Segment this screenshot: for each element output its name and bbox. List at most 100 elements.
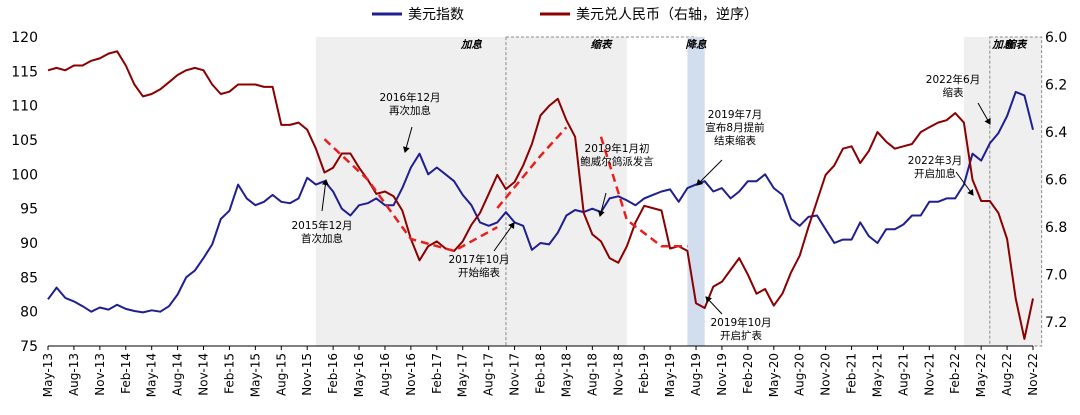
left-tick-label: 105 [11, 133, 38, 149]
annotation-a2016-line: 再次加息 [389, 104, 431, 117]
x-tick-label: Nov-22 [1026, 353, 1040, 396]
annotation-a2017-line: 开始缩表 [458, 266, 500, 279]
annotation-arrow-a2019oct [705, 296, 723, 315]
legend: 美元指数 美元兑人民币（右轴，逆序） [372, 7, 758, 23]
annotation-a2019jul-line: 2019年7月 [708, 108, 762, 121]
x-tick-label: Aug-21 [896, 353, 910, 396]
right-tick-label: 7.0 [1045, 268, 1067, 284]
x-tick-label: May-17 [456, 353, 470, 397]
x-tick-label: Aug-20 [793, 353, 807, 396]
x-tick-label: May-16 [352, 353, 366, 397]
x-tick-label: Nov-14 [197, 353, 211, 396]
trend-line-0 [323, 138, 498, 253]
x-tick-label: Aug-17 [482, 353, 496, 396]
x-tick-label: Feb-19 [637, 353, 651, 394]
x-tick-label: May-15 [248, 353, 262, 397]
x-tick-label: Aug-16 [378, 353, 392, 396]
annotation-a2019jan-line: 鲍威尔鸽派发言 [580, 155, 654, 168]
x-tick-label: Feb-21 [845, 353, 859, 394]
annotation-a2022mar-line: 开启加息 [914, 167, 956, 180]
annotation-a2015-line: 首次加息 [301, 232, 343, 245]
region-label-0: 加息 [460, 38, 482, 51]
x-tick-label: Feb-18 [534, 353, 548, 394]
left-tick-label: 100 [11, 167, 38, 183]
x-tick-label: May-21 [870, 353, 884, 397]
x-tick-label: Feb-14 [119, 353, 133, 394]
axes: 75 80 85 90 95 100 105 110 115 120 6.0 6.2 6.4 6.6 6.8… [11, 30, 1067, 397]
left-tick-label: 115 [11, 64, 38, 80]
x-tick-label: May-19 [663, 353, 677, 397]
trend-lines [323, 126, 688, 253]
x-tick-label: Nov-19 [715, 353, 729, 396]
annotation-a2017-line: 2017年10月 [448, 253, 509, 266]
x-tick-label: Aug-15 [274, 353, 288, 396]
region-label-2: 降息 [686, 38, 707, 51]
annotation-arrow-a2022mar [955, 171, 974, 196]
trend-line-2 [599, 136, 688, 248]
annotation-a2022jun-line: 2022年6月 [926, 73, 980, 86]
x-tick-label: Nov-15 [300, 353, 314, 396]
annotation-a2022jun-line: 缩表 [943, 86, 964, 99]
x-tick-label: Aug-22 [1000, 353, 1014, 396]
region-1 [505, 36, 697, 347]
region-label-3: 加息 [991, 38, 1013, 51]
left-tick-label: 80 [20, 305, 38, 321]
series-lines [47, 50, 1034, 340]
left-tick-label: 85 [20, 270, 38, 286]
x-tick-label: Feb-15 [222, 353, 236, 394]
right-tick-label: 6.8 [1045, 220, 1067, 236]
annotation-a2019jul-line: 结束缩表 [714, 134, 756, 147]
series-line-0 [47, 90, 1034, 314]
x-tick-label: Nov-17 [508, 353, 522, 396]
right-tick-label: 6.0 [1045, 30, 1067, 46]
right-tick-label: 6.6 [1045, 173, 1067, 189]
annotation-a2019jul-line: 宣布8月提前 [705, 121, 764, 134]
right-tick-label: 6.2 [1045, 78, 1067, 94]
x-tick-label: Feb-20 [741, 353, 755, 394]
x-tick-label: May-18 [559, 353, 573, 397]
legend-label-1: 美元兑人民币（右轴，逆序） [576, 7, 758, 23]
left-tick-label: 75 [20, 339, 38, 355]
x-tick-label: Aug-18 [585, 353, 599, 396]
annotation-arrow-a2019jan [597, 192, 607, 217]
region-label-4: 缩表 [1005, 38, 1028, 51]
x-tick-label: Feb-17 [430, 353, 444, 394]
trend-line-1 [496, 126, 568, 209]
x-tick-label: Nov-21 [922, 353, 936, 396]
x-tick-label: Nov-13 [93, 353, 107, 396]
annotation-arrow-a2016 [402, 126, 413, 153]
legend-label-0: 美元指数 [408, 7, 464, 23]
annotation-arrow-a2022jun [977, 102, 991, 125]
x-tick-label: Nov-20 [819, 353, 833, 396]
annotation-a2019oct-line: 2019年10月 [710, 316, 771, 329]
x-tick-label: Nov-16 [404, 353, 418, 396]
x-tick-label: Feb-16 [326, 353, 340, 394]
series-line-1 [47, 50, 1034, 340]
left-tick-label: 120 [11, 30, 38, 46]
left-tick-label: 90 [20, 236, 38, 252]
x-tick-label: Aug-13 [67, 353, 81, 396]
region-2 [687, 37, 705, 346]
region-label-1: 缩表 [590, 38, 612, 51]
left-tick-label: 110 [11, 99, 38, 115]
x-tick-label: Aug-19 [689, 353, 703, 396]
right-tick-label: 7.2 [1045, 315, 1067, 331]
x-tick-label: May-20 [767, 353, 781, 397]
region-0 [315, 37, 627, 346]
x-tick-label: Aug-14 [171, 353, 185, 396]
annotation-arrow-a2017 [493, 222, 515, 252]
x-tick-label: May-14 [145, 353, 159, 397]
x-tick-label: May-22 [974, 353, 988, 397]
annotation-a2016-line: 2016年12月 [379, 91, 440, 104]
x-tick-label: Nov-18 [611, 353, 625, 396]
annotation-a2015-line: 2015年12月 [291, 219, 352, 232]
annotation-arrow-a2019jul [696, 159, 723, 186]
annotation-a2019oct-line: 开启扩表 [720, 329, 762, 342]
x-tick-label: Feb-22 [948, 353, 962, 394]
annotation-a2022mar-line: 2022年3月 [908, 154, 962, 167]
left-tick-label: 95 [20, 202, 38, 218]
x-tick-label: May-13 [41, 353, 55, 397]
right-tick-label: 6.4 [1045, 125, 1067, 141]
